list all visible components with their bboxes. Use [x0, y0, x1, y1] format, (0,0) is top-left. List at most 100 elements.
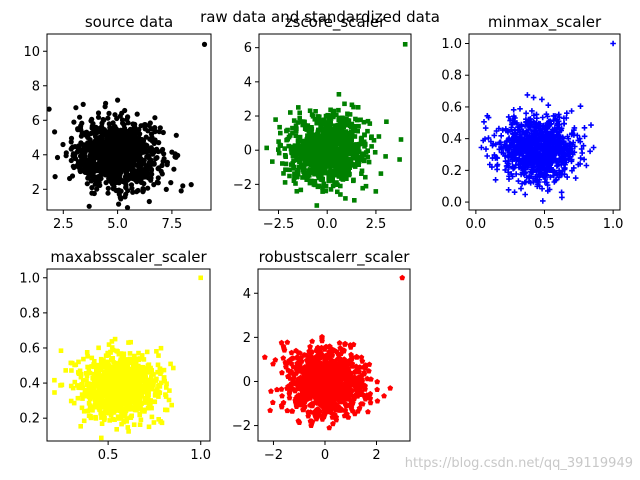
- data-point: [484, 113, 491, 119]
- data-point: [349, 121, 355, 127]
- data-point: [324, 141, 330, 146]
- data-point: [513, 157, 520, 164]
- data-point: [558, 189, 565, 196]
- data-point: [116, 362, 121, 368]
- data-point: [119, 133, 125, 139]
- data-point: [518, 123, 524, 129]
- data-point: [116, 393, 121, 399]
- data-point: [542, 152, 548, 159]
- data-point: [166, 397, 172, 403]
- data-point: [527, 137, 534, 144]
- data-point: [132, 353, 137, 359]
- data-point: [131, 406, 137, 412]
- data-point: [52, 390, 57, 395]
- data-point: [112, 131, 118, 137]
- y-tick-label: 0.6: [441, 100, 462, 115]
- data-point: [339, 373, 345, 380]
- data-point: [336, 107, 341, 113]
- data-point: [161, 151, 167, 157]
- data-point: [513, 120, 520, 126]
- data-point: [347, 342, 354, 348]
- data-point: [345, 359, 351, 365]
- data-point: [335, 157, 340, 163]
- data-point: [78, 424, 83, 429]
- data-point: [102, 104, 108, 110]
- data-point: [278, 386, 285, 392]
- data-point: [105, 374, 111, 379]
- data-point: [516, 137, 523, 143]
- y-tick-label: 4: [32, 148, 40, 163]
- data-point: [270, 159, 275, 164]
- data-point: [161, 156, 167, 162]
- data-point: [561, 115, 567, 121]
- data-point: [301, 142, 306, 148]
- data-point: [329, 414, 336, 420]
- data-point: [524, 155, 530, 161]
- data-point: [334, 133, 339, 139]
- subplot-title: zscore_scaler: [285, 13, 386, 32]
- data-point: [132, 124, 138, 130]
- data-point: [102, 403, 108, 409]
- data-point: [561, 150, 567, 156]
- data-point: [331, 113, 336, 118]
- data-point: [117, 194, 123, 200]
- data-point: [295, 120, 301, 125]
- data-point: [326, 170, 331, 175]
- data-point: [60, 141, 66, 148]
- data-point: [504, 160, 511, 166]
- data-point: [304, 127, 309, 132]
- y-tick-label: 6: [32, 114, 40, 129]
- data-point: [119, 384, 125, 389]
- data-point: [127, 393, 133, 399]
- data-point: [497, 139, 504, 145]
- data-point: [313, 147, 319, 153]
- data-point: [568, 156, 575, 163]
- data-point: [384, 119, 389, 124]
- data-point: [519, 180, 525, 187]
- data-point: [146, 384, 152, 389]
- data-point: [155, 166, 161, 172]
- data-point: [507, 117, 513, 124]
- data-point: [578, 146, 585, 152]
- data-point: [85, 364, 90, 370]
- data-point: [103, 353, 109, 358]
- data-point: [547, 150, 554, 157]
- data-point: [341, 347, 347, 353]
- data-point: [133, 357, 139, 363]
- data-point: [158, 369, 164, 374]
- data-point: [372, 150, 378, 155]
- axes-frame: [46, 33, 212, 211]
- data-point: [138, 155, 144, 161]
- data-point: [326, 176, 332, 181]
- data-point: [568, 108, 575, 114]
- data-point: [565, 135, 572, 142]
- data-point: [77, 114, 83, 120]
- data-point: [511, 189, 518, 195]
- data-point: [315, 360, 322, 366]
- data-point: [305, 142, 310, 147]
- data-point: [127, 173, 133, 179]
- data-point: [544, 179, 550, 186]
- data-point: [483, 146, 489, 152]
- data-point: [151, 420, 157, 425]
- data-point: [92, 359, 97, 364]
- data-point: [335, 160, 341, 166]
- data-point: [111, 409, 117, 415]
- data-point: [276, 150, 282, 156]
- data-point: [104, 390, 109, 396]
- data-point: [293, 133, 299, 138]
- data-point: [307, 149, 313, 154]
- data-point: [520, 139, 527, 145]
- data-point: [161, 367, 167, 373]
- data-point: [85, 175, 91, 181]
- data-point: [544, 120, 551, 126]
- data-point: [346, 396, 352, 402]
- data-point: [268, 388, 274, 394]
- data-point: [122, 194, 128, 200]
- data-point: [142, 396, 148, 401]
- data-point: [338, 142, 344, 147]
- data-point: [152, 399, 158, 405]
- data-point: [161, 375, 167, 380]
- data-point: [159, 171, 165, 177]
- data-point: [92, 376, 97, 382]
